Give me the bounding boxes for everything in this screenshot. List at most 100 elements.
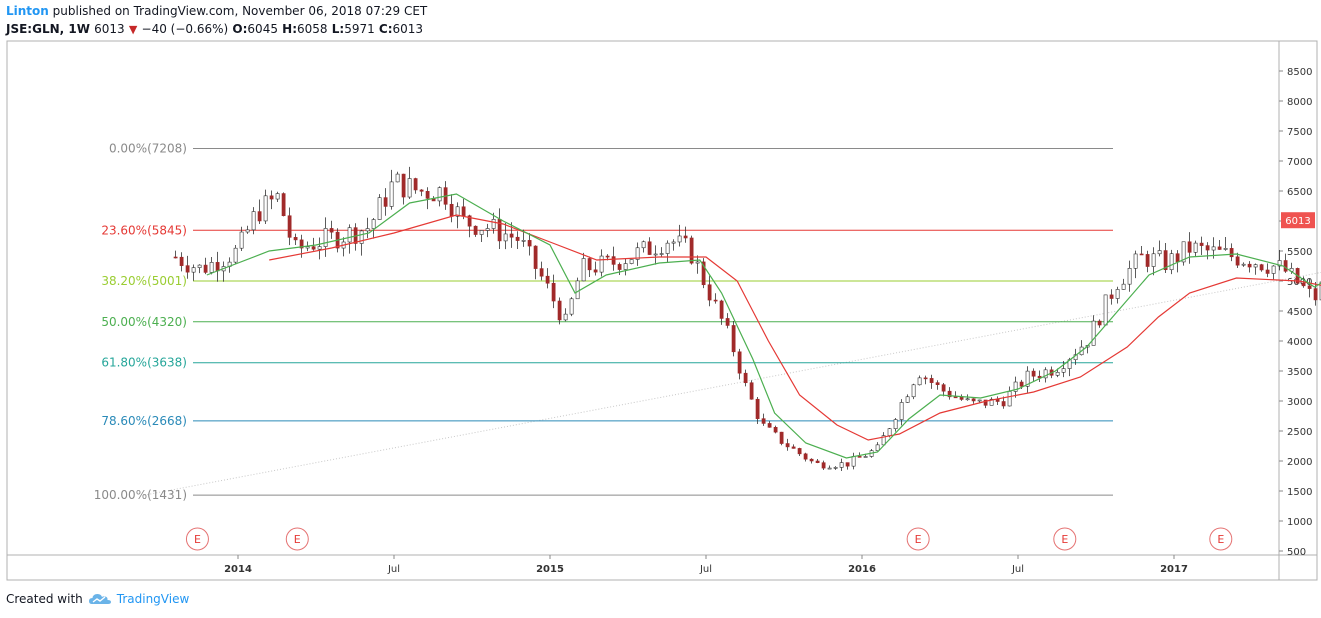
low-label: L: [331,22,345,36]
earnings-label: E [1217,533,1224,546]
candle-body [203,264,208,273]
low-value: 5971 [344,22,375,36]
high-label: H: [282,22,297,36]
candle-body [1235,256,1240,266]
earnings-marker [185,527,209,551]
candle-body [875,444,880,452]
candle-body [1025,370,1030,387]
last-price-label: 6013 [1285,216,1310,227]
candle-body [815,460,820,463]
candle-body [629,259,634,264]
candle-body [941,384,946,392]
publish-info: Linton published on TradingView.com, Nov… [6,4,427,18]
candle-body [1181,241,1186,263]
candle-body [653,253,658,256]
candle-body [773,427,778,433]
candle-body [1265,269,1270,274]
candle-body [257,211,262,222]
candle-body [1271,265,1276,274]
time-tick-label: 2017 [1160,564,1188,575]
candle-body [791,446,796,449]
candle-body [965,398,970,401]
candle-body [473,225,478,235]
candle-body [467,215,472,227]
candle-body [449,203,454,217]
candle-body [905,396,910,403]
ohlc-legend: JSE:GLN, 1W 6013 ▼ −40 (−0.66%) O:6045 H… [6,22,423,36]
candle-body [647,241,652,255]
candle-body [395,173,400,183]
candle-body [1013,381,1018,392]
candle-body [1145,254,1150,267]
candle-body [251,211,256,231]
candle-body [1043,369,1048,379]
author-link[interactable]: Linton [6,4,49,18]
candle-body [455,206,460,217]
candle-body [935,382,940,385]
candle-body [803,453,808,460]
tradingview-link[interactable]: TradingView [88,592,189,606]
time-tick-label: Jul [387,564,400,575]
candle-body [491,219,496,229]
candle-body [479,230,484,235]
price-tick-label: 4500 [1287,307,1312,318]
price-tick-label: 2500 [1287,427,1312,438]
candle-body [863,456,868,458]
last-price-badge [1281,212,1315,229]
price-tick-label: 4000 [1287,337,1312,348]
candle-body [749,382,754,400]
candle-body [419,189,424,192]
candle-body [1199,242,1204,246]
candle-body [1061,368,1066,373]
candle-body [581,258,586,282]
candle-body [695,261,700,264]
time-tick-label: 2015 [536,564,564,575]
candle-body [539,268,544,277]
candle-body [1121,283,1126,290]
footer: Created with TradingView [6,592,189,606]
candle-body [989,398,994,406]
candle-body [1253,264,1258,268]
candle-body [1055,371,1060,376]
candle-body [1097,320,1102,326]
price-tick-label: 8500 [1287,67,1312,78]
price-tick-label: 6500 [1287,187,1312,198]
candle-body [1301,282,1306,287]
candle-body [827,467,832,470]
candle-body [401,173,406,198]
candle-body [797,448,802,455]
candle-body [1223,248,1228,250]
candle-body [1019,381,1024,387]
candle-body [425,191,430,199]
open-label: O: [232,22,248,36]
candle-body [371,219,376,229]
candle-body [461,206,466,217]
candle-body [275,193,280,200]
candle-body [359,230,364,244]
candle-body [485,228,490,231]
candle-body [707,284,712,301]
candle-body [683,235,688,239]
candle-body [911,384,916,398]
candle-body [593,269,598,273]
price-tick-label: 5000 [1287,277,1312,288]
candle-body [587,258,592,271]
open-value: 6045 [247,22,278,36]
candle-body [725,318,730,326]
candle-body [563,313,568,321]
candle-body [851,456,856,467]
candle-body [689,237,694,264]
candle-body [1037,375,1042,379]
candle-body [743,372,748,384]
candle-body [839,462,844,468]
candle-body [557,300,562,321]
time-tick-label: Jul [699,564,712,575]
candle-body [719,300,724,319]
candle-body [317,246,322,250]
earnings-label: E [915,533,922,546]
candle-body [677,235,682,243]
created-with-text: Created with [6,592,83,606]
candle-body [983,399,988,406]
candle-body [1175,253,1180,263]
